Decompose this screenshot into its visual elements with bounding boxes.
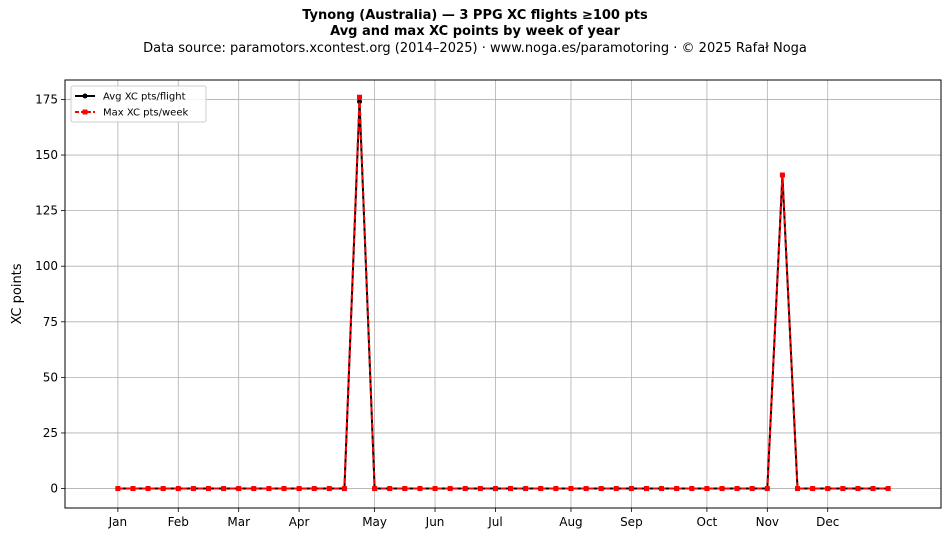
- y-tick-label: 150: [35, 148, 58, 162]
- data-point: [749, 486, 755, 492]
- data-point: [236, 486, 242, 492]
- data-point: [357, 99, 363, 105]
- x-tick-label: Oct: [697, 515, 718, 529]
- data-point: [281, 486, 287, 492]
- series-layer: [115, 94, 891, 492]
- series-line-0: [117, 100, 889, 490]
- y-tick-label: 75: [43, 315, 58, 329]
- chart-title: Tynong (Australia) — 3 PPG XC flights ≥1…: [302, 8, 648, 23]
- x-tick-label: Aug: [559, 515, 582, 529]
- data-point: [810, 486, 816, 492]
- data-point: [130, 486, 136, 492]
- data-point: [160, 486, 166, 492]
- data-point: [885, 486, 891, 492]
- legend-box: [70, 85, 207, 123]
- y-axis-label: XC points: [10, 263, 25, 324]
- data-point: [402, 486, 408, 492]
- data-point: [296, 486, 302, 492]
- data-point: [462, 486, 468, 492]
- data-point: [266, 486, 272, 492]
- data-point: [372, 486, 378, 492]
- grid: [65, 80, 941, 508]
- data-point: [432, 486, 438, 492]
- data-point: [387, 486, 393, 492]
- data-point: [175, 486, 181, 492]
- y-tick-label: 175: [35, 92, 58, 106]
- legend-label-max: Max XC pts/week: [103, 108, 188, 119]
- data-point: [221, 486, 227, 492]
- data-point: [205, 486, 211, 492]
- x-tick-label: Apr: [289, 515, 310, 529]
- x-tick-label: Jul: [487, 515, 502, 529]
- x-tick-label: Sep: [620, 515, 643, 529]
- x-tick-label: Dec: [816, 515, 839, 529]
- x-tick-label: Jan: [108, 515, 128, 529]
- data-point: [704, 486, 710, 492]
- data-point: [568, 486, 574, 492]
- data-point: [508, 486, 514, 492]
- data-point: [719, 486, 725, 492]
- chart-subtitle: Avg and max XC points by week of year: [330, 24, 620, 39]
- legend-label-avg: Avg XC pts/flight: [103, 92, 186, 103]
- data-point: [628, 486, 634, 492]
- data-source-note: Data source: paramotors.xcontest.org (20…: [143, 41, 807, 56]
- data-point: [598, 486, 604, 492]
- y-tick-label: 50: [43, 370, 58, 384]
- data-point: [779, 172, 785, 178]
- plot-area: [64, 79, 942, 509]
- data-point: [643, 486, 649, 492]
- axis-ticks: Jan Feb Mar Apr May Jun Jul Aug Sep Oct Nov Dec 0 25 5…: [35, 92, 839, 529]
- legend-marker-avg: [82, 93, 88, 99]
- data-point: [734, 486, 740, 492]
- data-point: [870, 486, 876, 492]
- data-point: [538, 486, 544, 492]
- data-point: [341, 486, 347, 492]
- legend-marker-max: [82, 109, 88, 115]
- y-tick-label: 100: [35, 259, 58, 273]
- x-tick-label: Nov: [756, 515, 779, 529]
- data-point: [492, 486, 498, 492]
- data-point: [553, 486, 559, 492]
- y-tick-label: 125: [35, 204, 58, 218]
- data-point: [674, 486, 680, 492]
- data-point: [326, 486, 332, 492]
- data-point: [855, 486, 861, 492]
- data-point: [115, 486, 121, 492]
- data-point: [251, 486, 257, 492]
- data-point: [840, 486, 846, 492]
- data-point: [659, 486, 665, 492]
- data-point: [825, 486, 831, 492]
- data-point: [689, 486, 695, 492]
- data-point: [447, 486, 453, 492]
- data-point: [613, 486, 619, 492]
- data-point: [417, 486, 423, 492]
- title-block: Tynong (Australia) — 3 PPG XC flights ≥1…: [0, 8, 950, 58]
- x-tick-label: Feb: [168, 515, 189, 529]
- y-tick-label: 0: [50, 482, 58, 496]
- data-point: [477, 486, 483, 492]
- y-tick-label: 25: [43, 426, 58, 440]
- data-point: [145, 486, 151, 492]
- x-tick-label: Mar: [227, 515, 250, 529]
- x-tick-label: Jun: [425, 515, 445, 529]
- data-point: [357, 94, 363, 100]
- data-point: [764, 486, 770, 492]
- x-tick-label: May: [362, 515, 387, 529]
- data-point: [311, 486, 317, 492]
- data-point: [583, 486, 589, 492]
- legend: Avg XC pts/flight Max XC pts/week: [70, 85, 207, 123]
- data-point: [190, 486, 196, 492]
- data-point: [523, 486, 529, 492]
- series-line-1: [117, 96, 889, 490]
- data-point: [795, 486, 801, 492]
